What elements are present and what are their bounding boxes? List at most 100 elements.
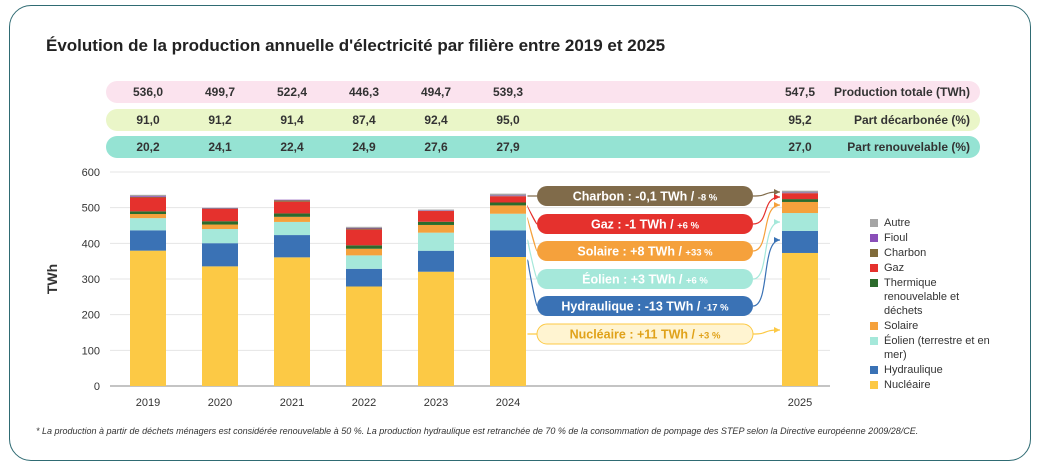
bar-segment [782, 213, 818, 231]
legend-label: Nucléaire [884, 379, 931, 391]
y-tick-label: 300 [82, 274, 100, 286]
bar-segment [346, 226, 382, 228]
bar-segment [202, 207, 238, 209]
x-tick-label: 2019 [136, 397, 160, 409]
bar-segment [274, 221, 310, 236]
connector-arrow [774, 327, 780, 333]
y-tick-label: 100 [82, 345, 100, 357]
band-value: 95,2 [788, 113, 812, 127]
bar-segment [490, 202, 526, 206]
bar-segment [274, 199, 310, 201]
band-value: 494,7 [420, 85, 452, 99]
legend-item: Hydraulique [870, 363, 994, 377]
bar-segment [130, 230, 166, 251]
bar-segment [202, 243, 238, 267]
bar-segment [274, 213, 310, 217]
band-value: 87,4 [352, 113, 376, 127]
annotation-label: Éolien : +3 TWh / +6 % [582, 272, 708, 287]
bar-segment [346, 248, 382, 256]
connector-line [527, 239, 538, 280]
bar-segment [346, 286, 382, 386]
legend-item: Solaire [870, 319, 994, 333]
legend-label: Hydraulique [884, 364, 943, 376]
legend-item: Charbon [870, 246, 994, 260]
band-value: 547,5 [784, 85, 816, 99]
bar-segment [202, 229, 238, 244]
x-tick-label: 2021 [280, 397, 304, 409]
legend-item: Gaz [870, 261, 994, 275]
x-tick-label: 2023 [424, 397, 448, 409]
bar-segment [274, 200, 310, 202]
bar-segment [130, 196, 166, 197]
bar-segment [782, 199, 818, 202]
bar-segment [346, 245, 382, 249]
legend-label: Éolien (terrestre et en mer) [884, 335, 990, 361]
legend-swatch [870, 249, 878, 257]
legend-item: Nucléaire [870, 378, 994, 392]
indicator-band: 536,0 499,7 522,4 446,3 494,7 539,3 547,5 Produ… [106, 81, 980, 103]
bar-segment [490, 195, 526, 197]
indicator-band: 91,0 91,2 91,4 87,4 92,4 95,0 95,2 Part décarbo… [106, 109, 980, 131]
bar-segment [490, 196, 526, 203]
annotation-pill [536, 323, 754, 345]
bar-segment [346, 227, 382, 229]
legend-label: Fioul [884, 232, 908, 244]
bar-segment [418, 211, 454, 222]
legend-swatch [870, 337, 878, 345]
bar-segment [130, 214, 166, 219]
legend-swatch [870, 381, 878, 389]
bar-segment [346, 229, 382, 246]
legend-swatch [870, 219, 878, 227]
x-tick-label: 2020 [208, 397, 232, 409]
bar-segment [130, 197, 166, 212]
connector-line [527, 259, 538, 307]
connector-arrow [774, 189, 780, 195]
band-value: 27,9 [496, 140, 520, 154]
bar-segment [130, 196, 166, 198]
bar-segment [274, 201, 310, 214]
y-axis-label: TWh [44, 264, 60, 294]
y-tick-label: 400 [82, 238, 100, 250]
annotation-pill [537, 186, 753, 206]
band-value: 24,1 [208, 140, 232, 154]
legend: Autre Fioul Charbon Gaz Thermique renouvelab… [870, 216, 994, 393]
x-tick-label: 2024 [496, 397, 520, 409]
connector-arrow [774, 194, 780, 200]
bar-segment [490, 213, 526, 231]
legend-label: Autre [884, 217, 911, 229]
bar-segment [346, 268, 382, 287]
band-value: 20,2 [136, 140, 160, 154]
bar-segment [782, 190, 818, 193]
legend-label: Gaz [884, 262, 905, 274]
bar-segment [418, 250, 454, 272]
band-value: 27,6 [424, 140, 448, 154]
bar-segment [782, 252, 818, 386]
x-tick-label: 2025 [788, 397, 812, 409]
legend-swatch [870, 366, 878, 374]
band-value: 522,4 [276, 85, 308, 99]
y-tick-label: 600 [82, 167, 100, 179]
connector-arrow [774, 219, 780, 225]
legend-item: Thermique renouvelable et déchets [870, 276, 994, 318]
legend-item: Autre [870, 216, 994, 230]
x-tick-label: 2022 [352, 397, 376, 409]
band-label: Production totale (TWh) [834, 85, 970, 99]
band-value: 95,0 [496, 113, 520, 127]
annotation-label: Nucléaire : +11 TWh / +3 % [570, 328, 721, 342]
bar-segment [274, 216, 310, 222]
band-value: 536,0 [132, 85, 164, 99]
band-label: Part décarbonée (%) [853, 113, 970, 127]
bar-segment [418, 232, 454, 251]
connector-line [527, 217, 538, 252]
bar-segment [490, 205, 526, 214]
band-value: 22,4 [280, 140, 304, 154]
y-tick-label: 0 [94, 381, 100, 393]
legend-swatch [870, 264, 878, 272]
footnote: * La production à partir de déchets ména… [36, 426, 919, 436]
bar-segment [418, 271, 454, 386]
annotation-pill [537, 241, 753, 261]
bar-segment [130, 194, 166, 197]
bar-segment [782, 192, 818, 194]
band-value: 91,0 [136, 113, 160, 127]
